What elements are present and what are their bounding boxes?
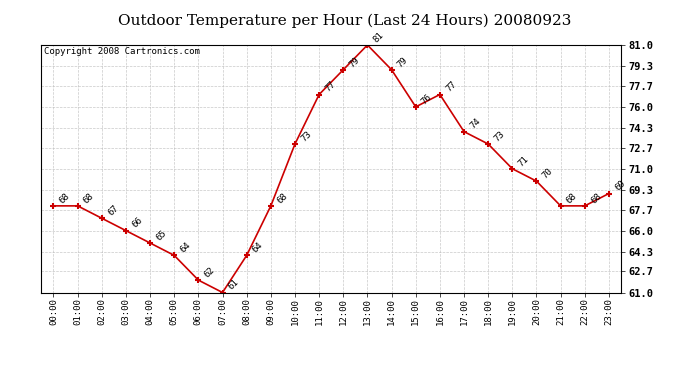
Text: 79: 79 (348, 55, 362, 69)
Text: 73: 73 (299, 129, 313, 143)
Text: 79: 79 (396, 55, 410, 69)
Text: 77: 77 (444, 80, 458, 94)
Text: 68: 68 (58, 191, 72, 205)
Text: 74: 74 (469, 117, 482, 131)
Text: 68: 68 (565, 191, 579, 205)
Text: 61: 61 (227, 278, 241, 292)
Text: 77: 77 (324, 80, 337, 94)
Text: 73: 73 (493, 129, 506, 143)
Text: 68: 68 (589, 191, 603, 205)
Text: 62: 62 (203, 266, 217, 279)
Text: 71: 71 (517, 154, 531, 168)
Text: 64: 64 (179, 241, 193, 255)
Text: Copyright 2008 Cartronics.com: Copyright 2008 Cartronics.com (44, 48, 200, 57)
Text: 64: 64 (251, 241, 265, 255)
Text: 81: 81 (372, 30, 386, 44)
Text: 70: 70 (541, 166, 555, 180)
Text: 69: 69 (613, 179, 627, 193)
Text: 76: 76 (420, 92, 434, 106)
Text: 67: 67 (106, 204, 120, 218)
Text: 68: 68 (275, 191, 289, 205)
Text: 66: 66 (130, 216, 144, 230)
Text: 65: 65 (155, 228, 168, 242)
Text: 68: 68 (82, 191, 96, 205)
Text: Outdoor Temperature per Hour (Last 24 Hours) 20080923: Outdoor Temperature per Hour (Last 24 Ho… (118, 13, 572, 27)
